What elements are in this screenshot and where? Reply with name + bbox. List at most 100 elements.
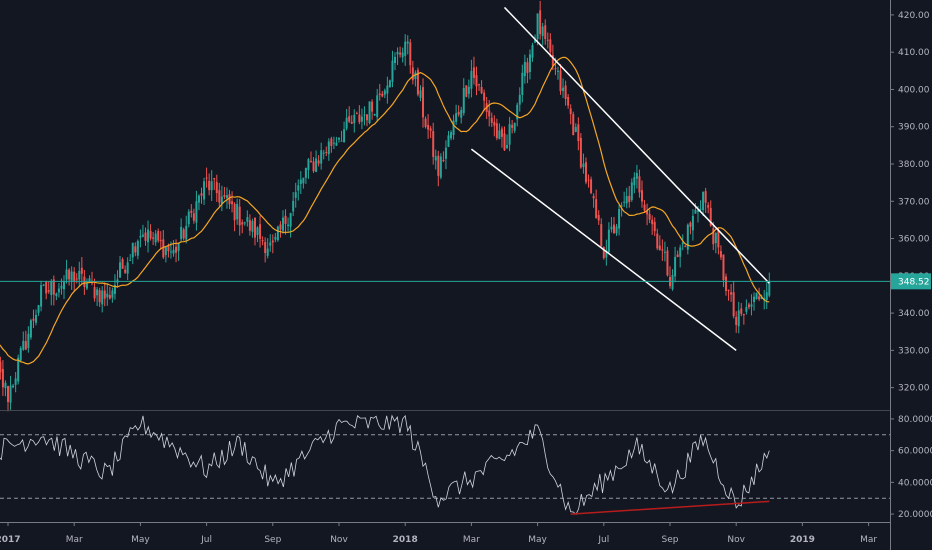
candle-body (658, 245, 661, 250)
candle-body (98, 290, 101, 303)
candle-body (465, 85, 468, 97)
price-tick-label: 360.00 (898, 235, 930, 245)
candle-body (572, 114, 575, 136)
candle-body (679, 247, 682, 257)
price-pane[interactable] (0, 0, 890, 412)
time-tick-label: Mar (860, 535, 877, 545)
candle-body (368, 101, 371, 124)
candle-body (338, 137, 340, 140)
candle-body (210, 181, 213, 191)
candle-body (197, 195, 200, 203)
price-tick-label: 390.00 (898, 123, 930, 133)
candle-body (276, 226, 279, 241)
candle-body (559, 70, 562, 92)
candle-body (256, 227, 259, 235)
candle-body (106, 293, 109, 298)
candle-body (727, 290, 730, 292)
candle-body (309, 160, 312, 162)
candle-body (208, 180, 211, 191)
candle-body (758, 296, 761, 300)
candle-body (121, 259, 124, 269)
candle-body (623, 201, 626, 203)
candle-body (618, 209, 621, 229)
candle-body (411, 67, 414, 81)
candle-body (383, 90, 386, 95)
candle-body (218, 190, 221, 203)
candle-body (96, 289, 99, 296)
candle-body (699, 208, 702, 210)
candle-body (152, 237, 155, 239)
candle-body (363, 114, 366, 116)
candle-body (582, 163, 585, 168)
candle-body (671, 275, 674, 290)
candle-body (19, 348, 22, 361)
candle-body (139, 235, 142, 238)
time-tick-label: 2018 (393, 535, 418, 545)
candle-body (684, 245, 687, 247)
price-tick-label: 410.00 (898, 48, 930, 58)
candle-body (343, 129, 346, 143)
candle-body (302, 177, 305, 184)
candle-body (737, 310, 740, 327)
candle-body (704, 191, 707, 203)
candle-body (646, 210, 649, 215)
candle-body (488, 110, 491, 117)
candle-body (190, 210, 193, 213)
candle-body (228, 194, 231, 205)
candle-body (327, 141, 330, 155)
time-tick-label: Nov (330, 535, 348, 545)
candle-body (175, 246, 178, 253)
candle-body (409, 42, 412, 66)
candle-body (205, 177, 208, 179)
candle-body (358, 114, 361, 123)
trendline-lower (470, 148, 737, 351)
candle-body (355, 113, 358, 115)
candle-body (707, 205, 710, 208)
candle-body (500, 128, 503, 137)
candle-body (55, 293, 58, 297)
candle-body (651, 219, 654, 225)
candle-body (742, 314, 745, 316)
candle-body (57, 288, 60, 293)
candle-body (113, 284, 116, 294)
candle-body (455, 113, 458, 122)
candle-body (297, 185, 300, 191)
candle-body (439, 156, 442, 178)
trendline-upper (503, 6, 770, 284)
time-tick-label: 2017 (0, 535, 21, 545)
candle-body (17, 357, 20, 382)
candle-body (620, 205, 623, 207)
candle-body (531, 45, 534, 58)
candle-body (747, 304, 750, 308)
candle-body (602, 247, 605, 259)
candle-body (195, 201, 198, 223)
candle-body (564, 85, 567, 100)
candle-body (241, 222, 244, 225)
candle-body (60, 285, 63, 289)
price-tick-label: 340.00 (898, 309, 930, 319)
rsi-pane[interactable] (0, 410, 890, 515)
candle-body (307, 159, 310, 170)
candle-body (676, 254, 679, 257)
candle-body (498, 130, 501, 139)
candle-body (587, 179, 590, 181)
candle-body (546, 39, 549, 41)
candle-body (574, 127, 577, 132)
candle-body (264, 242, 267, 253)
rsi-tick-label: 80.0000 (898, 415, 932, 425)
candle-body (447, 135, 450, 147)
candle-body (709, 207, 712, 226)
candle-body (373, 113, 376, 116)
candle-body (220, 196, 223, 205)
candle-body (119, 262, 122, 278)
candle-body (414, 72, 417, 80)
candle-body (643, 204, 646, 211)
candle-body (27, 333, 30, 349)
candle-body (615, 226, 618, 234)
candle-body (653, 221, 656, 232)
candle-body (656, 233, 659, 249)
candle-body (416, 69, 419, 95)
candle-body (595, 199, 598, 219)
candle-body (472, 67, 475, 78)
